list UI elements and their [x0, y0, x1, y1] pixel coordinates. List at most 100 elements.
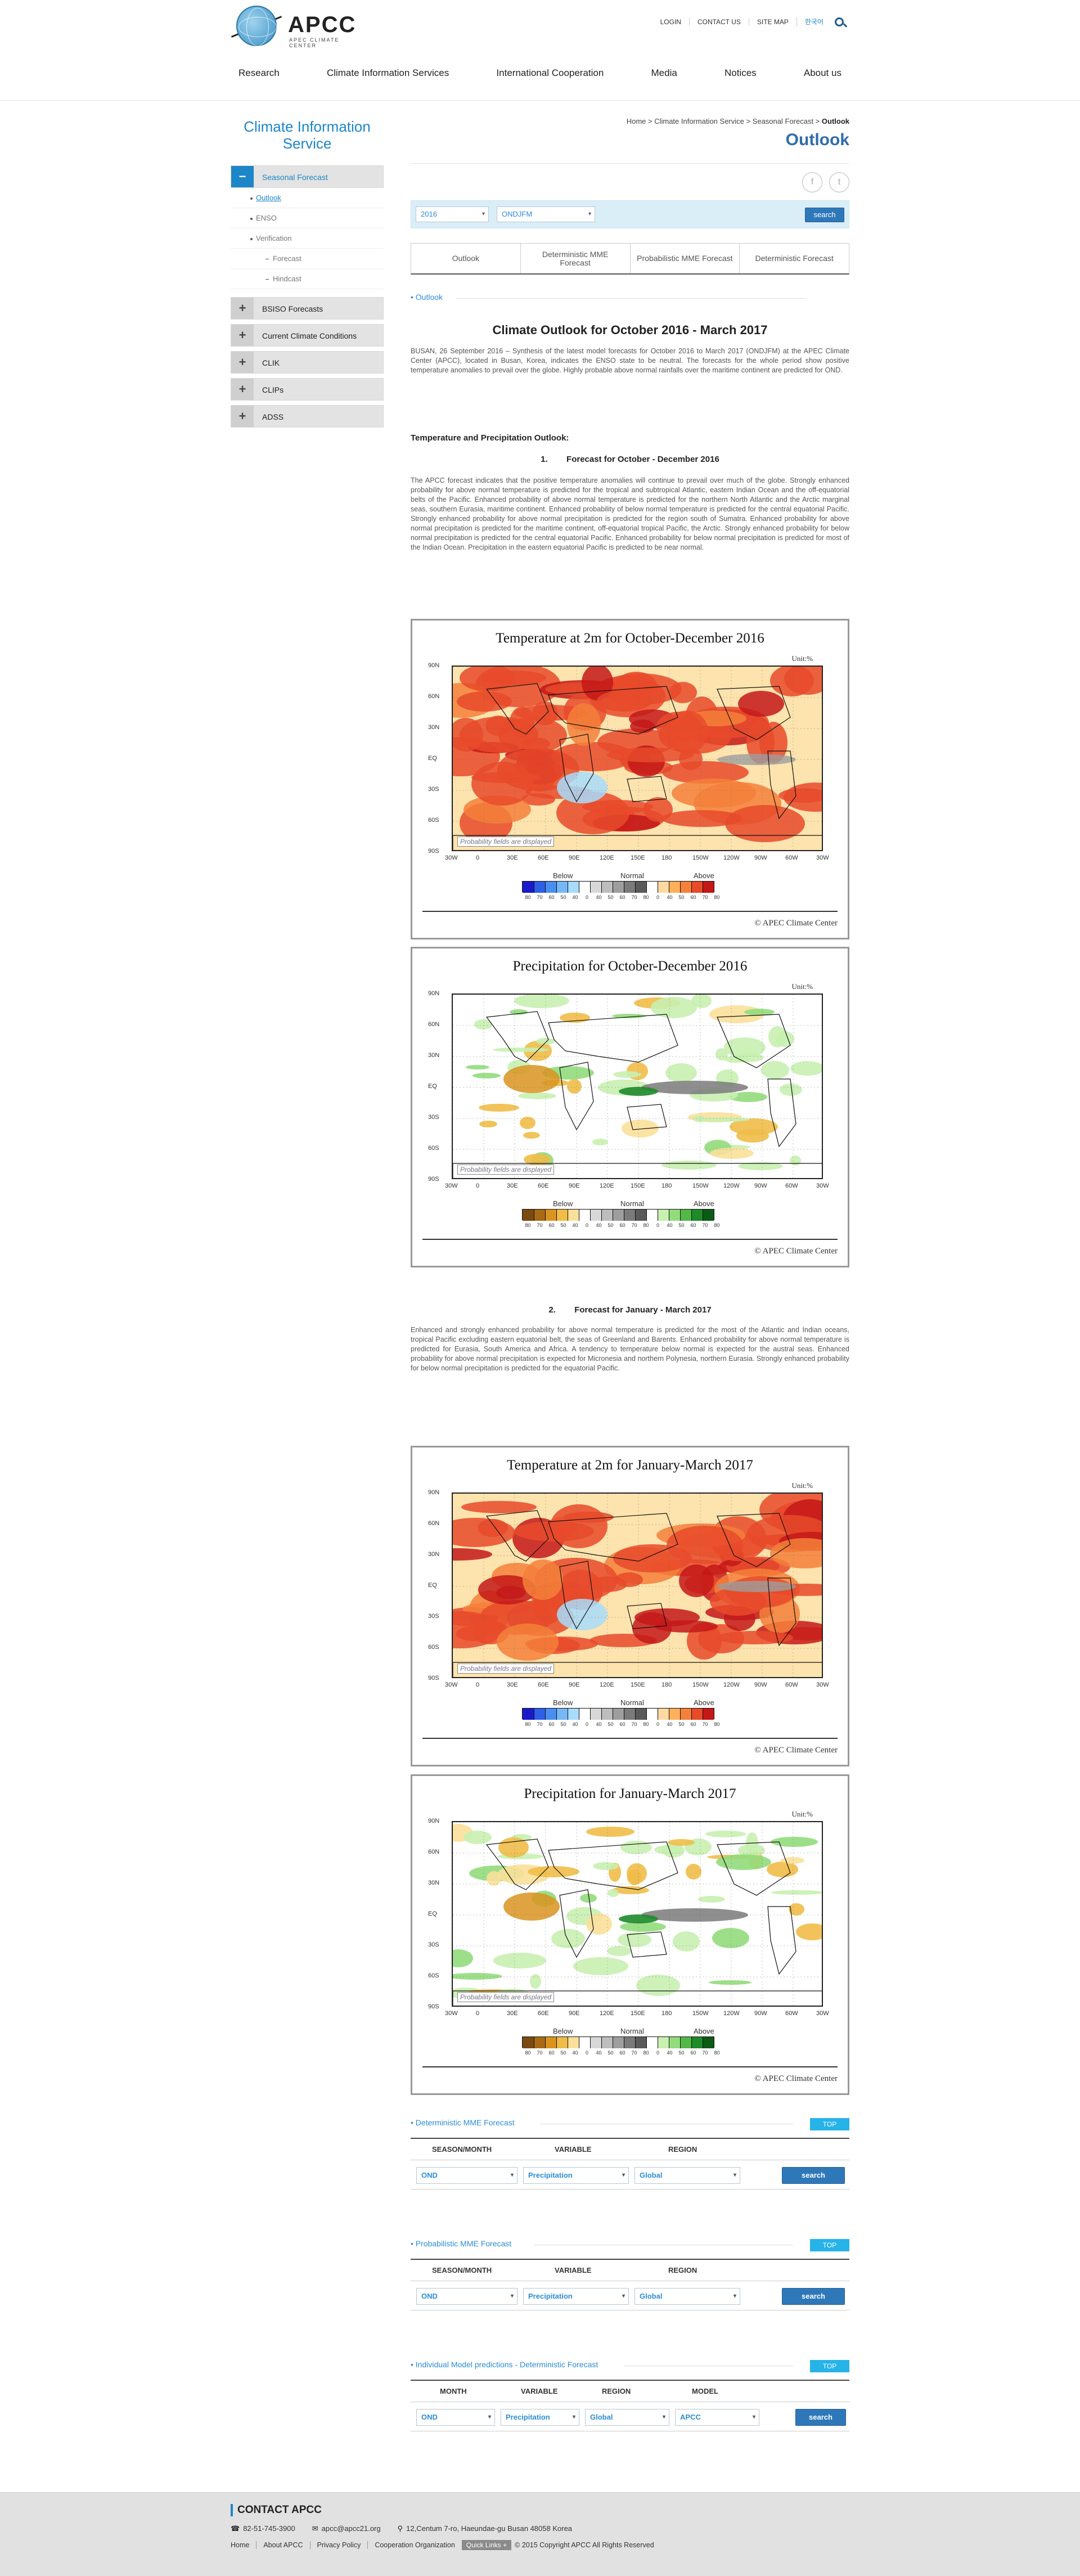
- forecast-map: [453, 1822, 822, 2006]
- lon-tick-label: 150W: [692, 2010, 709, 2017]
- year-select[interactable]: 2016 ▾: [416, 206, 489, 222]
- quick-links-button[interactable]: Quick Links +: [461, 2540, 512, 2550]
- sidebar-sub-forecast[interactable]: Forecast: [231, 249, 384, 269]
- search-button[interactable]: search: [782, 2167, 845, 2184]
- facebook-icon[interactable]: f: [802, 172, 822, 192]
- coastline: [559, 1062, 594, 1131]
- apcc-logo[interactable]: APCC APEC CLIMATE CENTER: [231, 6, 366, 48]
- nav-research[interactable]: Research: [238, 68, 280, 78]
- season-select[interactable]: ONDJFM ▾: [497, 206, 595, 222]
- nav-about-us[interactable]: About us: [803, 68, 842, 78]
- lon-tick-label: 30W: [445, 855, 458, 861]
- unit-label: Unit:%: [791, 1481, 813, 1490]
- anomaly-region: [716, 1048, 728, 1060]
- colorbar-swatch: [624, 1709, 635, 1720]
- colorbar-swatch: [568, 2037, 579, 2048]
- colorbar-number: 80: [525, 1721, 531, 1727]
- nav-media[interactable]: Media: [651, 68, 677, 78]
- tab-deterministic-mme[interactable]: Deterministic MME Forecast: [520, 244, 630, 273]
- search-button[interactable]: search: [805, 208, 844, 222]
- lon-tick-label: 120W: [723, 855, 740, 861]
- tab-deterministic-forecast[interactable]: Deterministic Forecast: [739, 244, 849, 273]
- anomaly-region: [662, 1161, 717, 1170]
- korean-language-link[interactable]: 한국어: [796, 17, 831, 26]
- region-select[interactable]: Global ▾: [634, 2288, 740, 2305]
- lon-tick-label: 30E: [507, 855, 518, 861]
- sidebar-item-current-climate[interactable]: + Current Climate Conditions: [231, 324, 384, 347]
- sidebar-sub-label: Verification: [256, 234, 292, 242]
- footer-link-privacy[interactable]: Privacy Policy: [309, 2541, 368, 2549]
- nav-international-cooperation[interactable]: International Cooperation: [496, 68, 604, 78]
- select-value: Global: [640, 2171, 663, 2179]
- colorbar-number: 60: [548, 1721, 555, 1727]
- colorbar-number: 0: [585, 2050, 588, 2056]
- sidebar: Climate Information Service − Seasonal F…: [231, 113, 384, 428]
- search-icon[interactable]: [835, 17, 844, 26]
- footer-link-cooperation[interactable]: Cooperation Organization: [367, 2541, 461, 2549]
- nav-climate-information-services[interactable]: Climate Information Services: [326, 68, 449, 78]
- breadcrumb-path[interactable]: Home > Climate Information Service > Sea…: [626, 117, 822, 125]
- season-month-select[interactable]: OND ▾: [416, 2167, 518, 2184]
- variable-select[interactable]: Precipitation ▾: [523, 2167, 629, 2184]
- variable-select[interactable]: Precipitation ▾: [523, 2288, 629, 2305]
- month-select[interactable]: OND ▾: [416, 2409, 495, 2426]
- email-address[interactable]: apcc@apcc21.org: [321, 2524, 381, 2533]
- top-button[interactable]: TOP: [810, 2360, 849, 2372]
- anomaly-region: [736, 1129, 769, 1143]
- sidebar-item-bsiso[interactable]: + BSISO Forecasts: [231, 297, 384, 320]
- sidebar-item-seasonal-forecast[interactable]: − Seasonal Forecast: [231, 165, 384, 188]
- lon-tick-label: 60W: [785, 1682, 798, 1688]
- sidebar-sub-enso[interactable]: ENSO: [231, 208, 384, 228]
- footer-link-about[interactable]: About APCC: [256, 2541, 309, 2549]
- sidebar-sub-hindcast[interactable]: Hindcast: [231, 269, 384, 289]
- region-select[interactable]: Global ▾: [585, 2409, 669, 2426]
- search-button[interactable]: search: [782, 2288, 845, 2305]
- anomaly-region: [615, 1572, 643, 1587]
- colorbar-number: 80: [525, 2050, 531, 2056]
- site-map-link[interactable]: SITE MAP: [748, 17, 796, 26]
- probabilistic-mme-form: SEASON/MONTH VARIABLE REGION OND ▾ Precip…: [411, 2259, 849, 2310]
- login-link[interactable]: LOGIN: [660, 17, 681, 26]
- colorbar-swatch: [590, 2037, 601, 2048]
- sidebar-sub-verification[interactable]: Verification: [231, 228, 384, 249]
- variable-select[interactable]: Precipitation ▾: [501, 2409, 579, 2426]
- top-button[interactable]: TOP: [810, 2239, 849, 2251]
- colorbar-swatch: [523, 1210, 534, 1221]
- region-select[interactable]: Global ▾: [634, 2167, 740, 2184]
- sidebar-title: Climate Information Service: [231, 113, 384, 161]
- tab-probabilistic-mme[interactable]: Probabilistic MME Forecast: [629, 244, 740, 273]
- lat-tick-label: 90S: [428, 2003, 439, 2010]
- lat-tick-label: 90S: [428, 1675, 439, 1682]
- coastline: [627, 1104, 667, 1130]
- nav-notices[interactable]: Notices: [724, 68, 757, 78]
- anomaly-region: [536, 1038, 555, 1045]
- tab-outlook[interactable]: Outlook: [452, 254, 479, 263]
- model-select[interactable]: APCC ▾: [675, 2409, 759, 2426]
- col-variable: VARIABLE: [555, 2145, 592, 2154]
- colorbar-number: 40: [572, 1222, 578, 1228]
- search-button[interactable]: search: [795, 2409, 846, 2426]
- season-month-select[interactable]: OND ▾: [416, 2288, 518, 2305]
- sidebar-item-clips[interactable]: + CLIPs: [231, 378, 384, 401]
- contact-title: CONTACT APCC: [231, 2504, 849, 2516]
- sidebar-item-adss[interactable]: + ADSS: [231, 405, 384, 428]
- address-text: 12,Centum 7-ro, Haeundae-gu Busan 48058 …: [406, 2524, 573, 2533]
- lon-tick-label: 120E: [600, 855, 614, 861]
- colorbar-number: 80: [643, 894, 649, 900]
- sidebar-sub-outlook[interactable]: Outlook: [231, 188, 384, 208]
- anomaly-region: [479, 1104, 519, 1112]
- anomaly-region: [510, 1009, 528, 1015]
- anomaly-region: [612, 1886, 649, 1894]
- lon-tick-label: 30W: [816, 2010, 829, 2017]
- sidebar-item-clik[interactable]: + CLIK: [231, 351, 384, 374]
- select-value: OND: [421, 2413, 438, 2421]
- twitter-icon[interactable]: t: [829, 172, 849, 192]
- lat-tick-label: 60S: [428, 1644, 439, 1651]
- top-button[interactable]: TOP: [810, 2118, 849, 2130]
- colorbar-number: 50: [608, 1222, 614, 1228]
- contact-us-link[interactable]: CONTACT US: [688, 17, 749, 26]
- lon-tick-label: 60W: [785, 855, 798, 861]
- colorbar-number: 60: [690, 1222, 696, 1228]
- footer-link-home[interactable]: Home: [231, 2541, 250, 2549]
- anomaly-region: [622, 1120, 659, 1138]
